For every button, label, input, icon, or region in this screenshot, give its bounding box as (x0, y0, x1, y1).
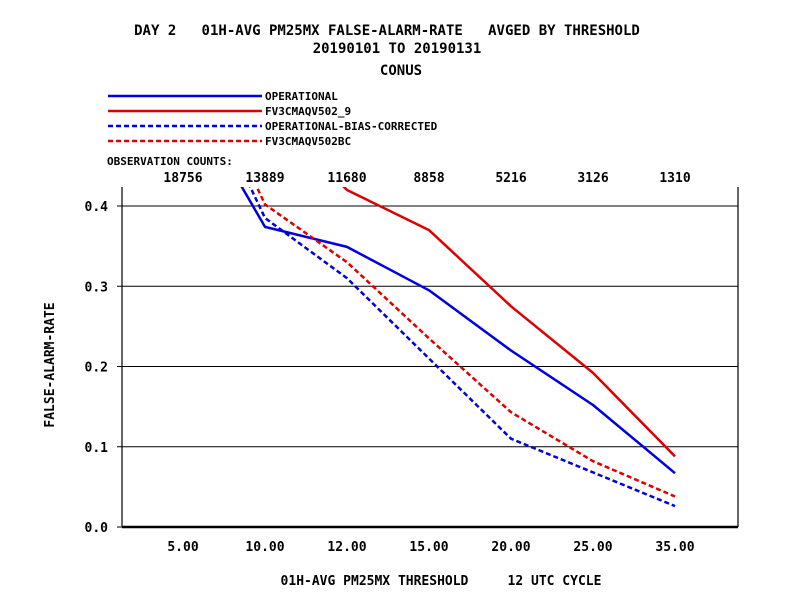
observation-counts: 18756 13889 11680 8858 5216 3126 1310 (163, 171, 690, 186)
chart-title: DAY 2 01H-AVG PM25MX FALSE-ALARM-RATE AV… (134, 23, 640, 39)
observation-count: 8858 (413, 171, 444, 186)
legend: OPERATIONAL FV3CMAQV502_9 OPERATIONAL-BIAS… (108, 90, 438, 148)
observation-count: 5216 (495, 171, 526, 186)
series-line-3 (248, 187, 676, 508)
x-tick-label: 35.00 (655, 540, 694, 555)
x-tick-label: 12.00 (327, 540, 366, 555)
y-axis-label: FALSE-ALARM-RATE (43, 302, 58, 427)
x-tick-label: 25.00 (573, 540, 612, 555)
y-tick-label: 0.2 (85, 361, 108, 376)
legend-label: OPERATIONAL-BIAS-CORRECTED (265, 120, 438, 133)
observation-count: 1310 (659, 171, 690, 186)
y-tick-label: 0.0 (85, 521, 109, 536)
x-tick-label: 15.00 (409, 540, 448, 555)
chart-date-range: 20190101 TO 20190131 (313, 41, 482, 57)
series-line-1 (240, 187, 676, 475)
x-tick-label: 20.00 (491, 540, 530, 555)
y-axis-ticks: 0.0 0.1 0.2 0.3 0.4 (85, 200, 122, 536)
y-tick-label: 0.1 (85, 441, 109, 456)
y-tick-label: 0.3 (85, 280, 108, 295)
series-lines (240, 187, 676, 508)
x-axis-label: 01H-AVG PM25MX THRESHOLD 12 UTC CYCLE (281, 574, 602, 589)
y-tick-label: 0.4 (85, 200, 109, 215)
observation-counts-label: OBSERVATION COUNTS: (107, 155, 233, 168)
x-tick-label: 5.00 (167, 540, 198, 555)
x-axis-ticks: 5.00 10.00 12.00 15.00 20.00 25.00 35.00 (167, 540, 694, 555)
chart-region: CONUS (380, 63, 422, 79)
legend-label: FV3CMAQV502_9 (265, 105, 351, 118)
observation-count: 18756 (163, 171, 202, 186)
series-line-4 (255, 187, 676, 498)
grid (122, 205, 738, 448)
observation-count: 3126 (577, 171, 608, 186)
series-line-2 (342, 187, 676, 458)
x-tick-label: 10.00 (245, 540, 284, 555)
legend-label: OPERATIONAL (265, 90, 338, 103)
legend-label: FV3CMAQV502BC (265, 135, 351, 148)
observation-count: 13889 (245, 171, 284, 186)
axes (121, 187, 739, 529)
observation-count: 11680 (327, 171, 366, 186)
